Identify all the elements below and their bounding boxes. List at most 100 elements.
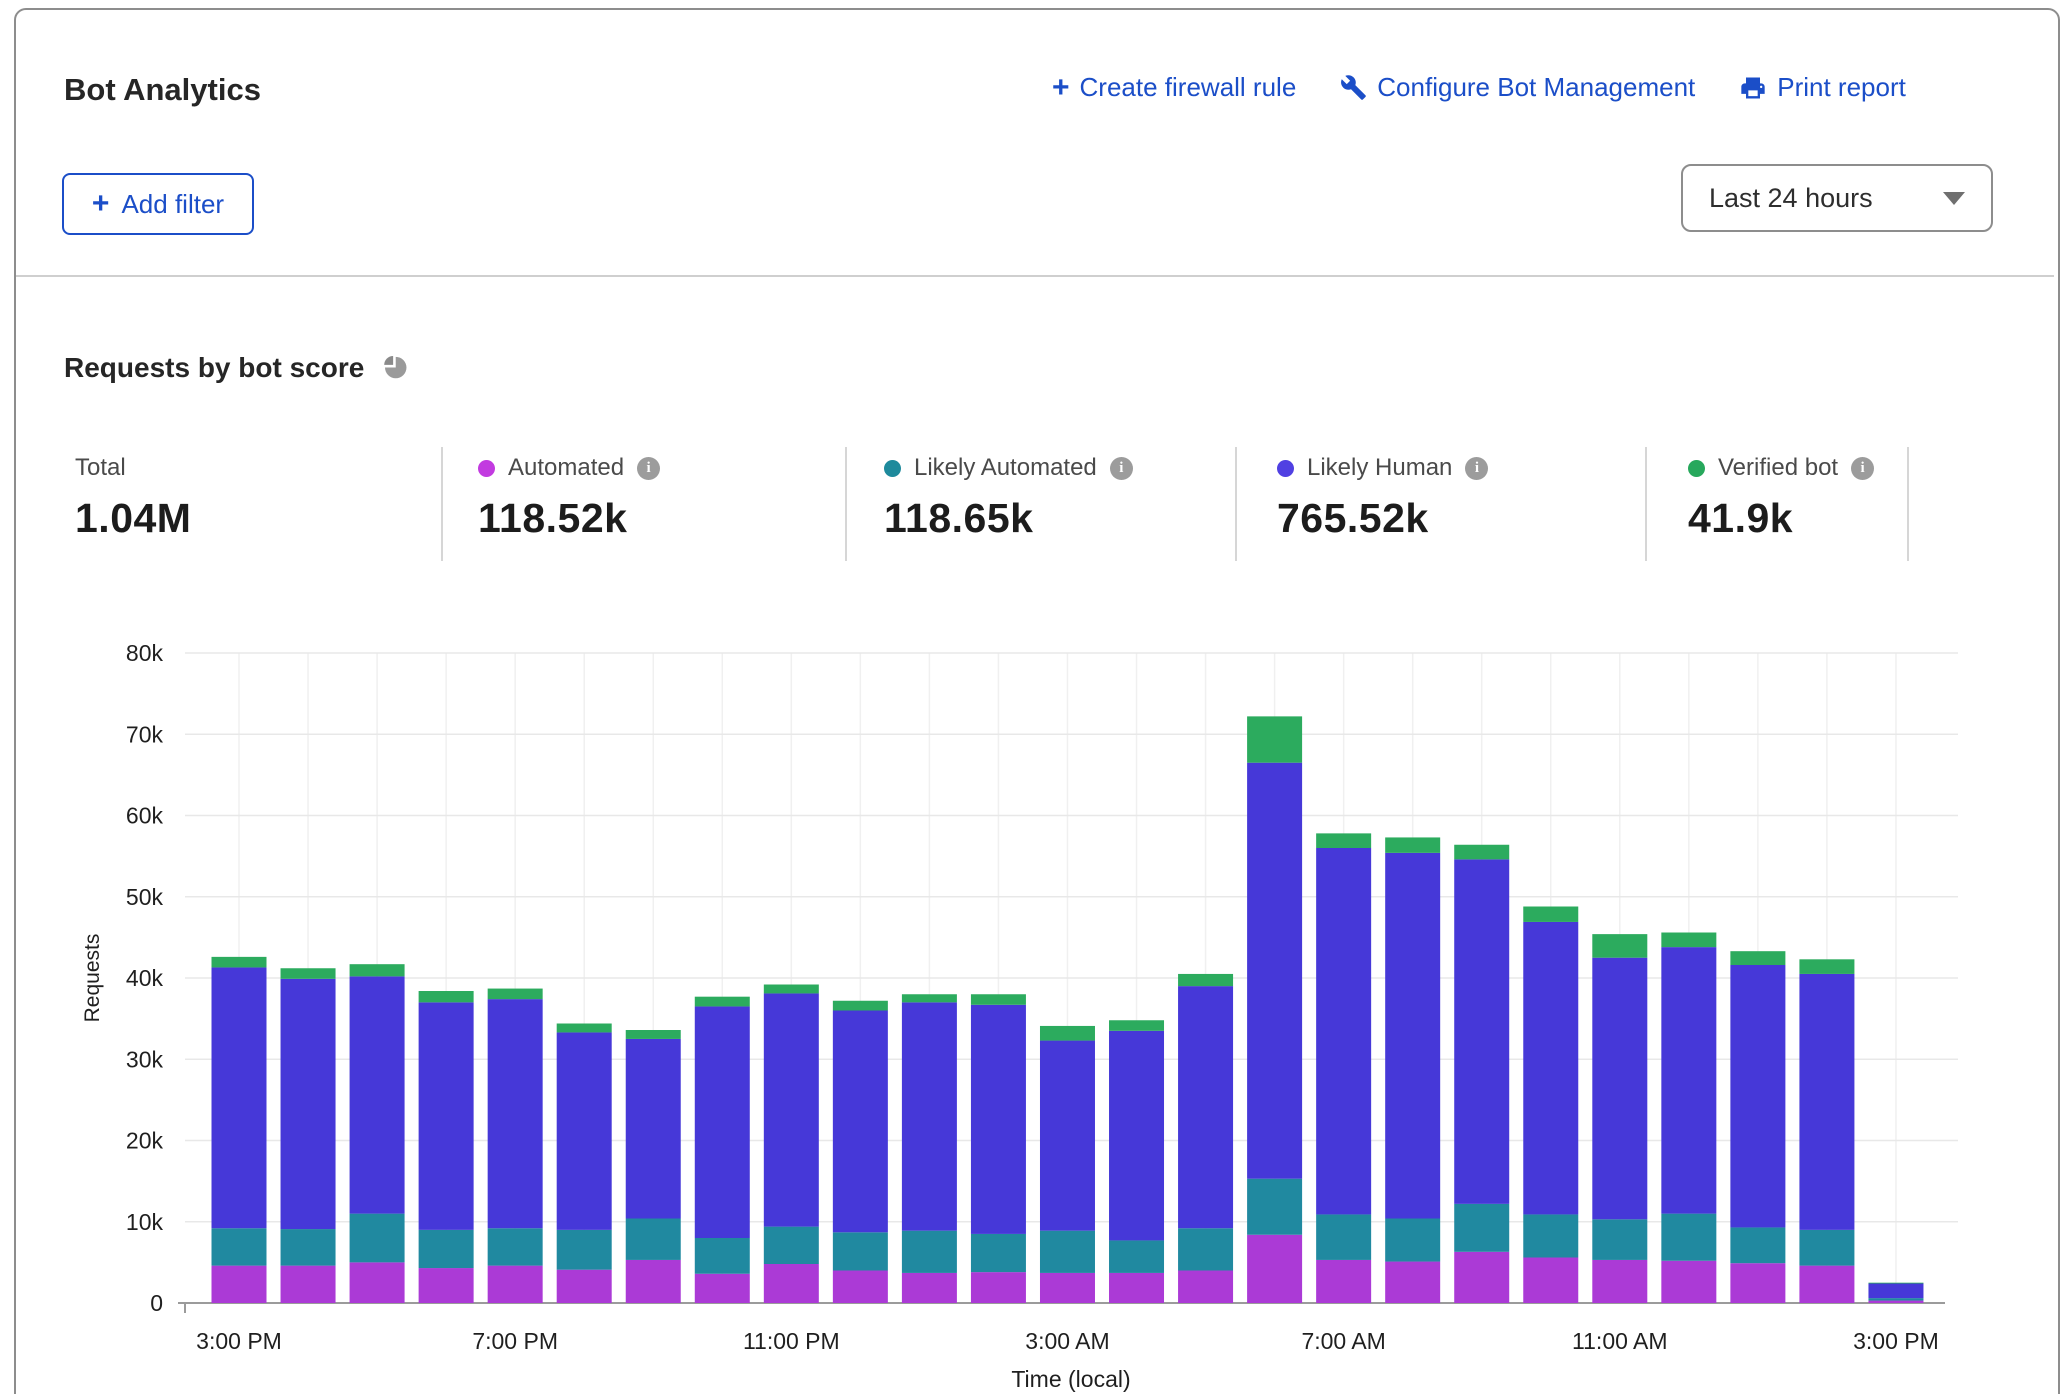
bar-segment-likely-automated[interactable] <box>695 1238 750 1274</box>
bar-segment-likely-automated[interactable] <box>1178 1228 1233 1270</box>
bar-segment-verified-bot[interactable] <box>212 957 267 968</box>
bar-segment-automated[interactable] <box>1178 1271 1233 1304</box>
bar-segment-likely-automated[interactable] <box>350 1214 405 1263</box>
bar-segment-likely-human[interactable] <box>1178 986 1233 1228</box>
bar-segment-automated[interactable] <box>764 1264 819 1303</box>
bar-segment-likely-human[interactable] <box>902 1002 957 1230</box>
bar-segment-automated[interactable] <box>281 1266 336 1303</box>
bar-segment-verified-bot[interactable] <box>557 1024 612 1033</box>
bar-segment-likely-human[interactable] <box>1730 965 1785 1227</box>
bar-segment-verified-bot[interactable] <box>971 994 1026 1005</box>
bar-segment-automated[interactable] <box>626 1260 681 1303</box>
bar-segment-likely-human[interactable] <box>971 1005 1026 1234</box>
info-icon[interactable]: i <box>1851 457 1874 480</box>
bar-segment-likely-human[interactable] <box>1454 859 1509 1204</box>
bar-segment-automated[interactable] <box>1385 1262 1440 1303</box>
bar-segment-verified-bot[interactable] <box>1868 1283 1923 1284</box>
bar-segment-verified-bot[interactable] <box>419 991 474 1002</box>
bar-segment-automated[interactable] <box>350 1262 405 1303</box>
bar-segment-automated[interactable] <box>971 1272 1026 1303</box>
bar-segment-verified-bot[interactable] <box>1385 837 1440 852</box>
bar-segment-likely-automated[interactable] <box>1523 1214 1578 1257</box>
bar-segment-likely-automated[interactable] <box>1247 1179 1302 1235</box>
bar-segment-likely-human[interactable] <box>833 1011 888 1233</box>
bar-segment-verified-bot[interactable] <box>350 964 405 976</box>
bar-segment-likely-human[interactable] <box>695 1006 750 1238</box>
bar-segment-likely-human[interactable] <box>1247 763 1302 1179</box>
bar-segment-automated[interactable] <box>1454 1252 1509 1303</box>
bar-segment-verified-bot[interactable] <box>281 968 336 979</box>
bar-segment-likely-human[interactable] <box>764 993 819 1226</box>
bar-segment-verified-bot[interactable] <box>1799 959 1854 974</box>
bar-segment-likely-automated[interactable] <box>1592 1219 1647 1260</box>
bar-segment-verified-bot[interactable] <box>1523 907 1578 922</box>
bar-segment-automated[interactable] <box>1247 1235 1302 1303</box>
bar-segment-verified-bot[interactable] <box>1178 974 1233 986</box>
bar-segment-likely-automated[interactable] <box>281 1229 336 1266</box>
bar-segment-automated[interactable] <box>1868 1301 1923 1303</box>
bar-segment-likely-automated[interactable] <box>212 1228 267 1265</box>
bar-segment-automated[interactable] <box>419 1268 474 1303</box>
bar-segment-likely-human[interactable] <box>212 967 267 1228</box>
bar-segment-likely-automated[interactable] <box>1316 1214 1371 1260</box>
bar-segment-verified-bot[interactable] <box>833 1001 888 1011</box>
bar-segment-likely-human[interactable] <box>1385 853 1440 1219</box>
info-icon[interactable]: i <box>637 457 660 480</box>
bar-segment-verified-bot[interactable] <box>626 1030 681 1039</box>
bar-segment-likely-human[interactable] <box>1799 974 1854 1230</box>
bar-segment-automated[interactable] <box>1799 1266 1854 1303</box>
bar-segment-automated[interactable] <box>1040 1273 1095 1303</box>
bar-segment-likely-human[interactable] <box>1868 1284 1923 1299</box>
bar-segment-likely-human[interactable] <box>1316 848 1371 1214</box>
bar-segment-automated[interactable] <box>488 1266 543 1303</box>
bar-segment-verified-bot[interactable] <box>1247 716 1302 762</box>
bar-segment-verified-bot[interactable] <box>1040 1026 1095 1041</box>
bar-segment-likely-human[interactable] <box>557 1032 612 1229</box>
bar-segment-likely-automated[interactable] <box>971 1234 1026 1272</box>
bar-segment-likely-automated[interactable] <box>1661 1214 1716 1261</box>
bar-segment-verified-bot[interactable] <box>1454 845 1509 860</box>
bar-segment-likely-automated[interactable] <box>1799 1230 1854 1266</box>
create-firewall-rule-link[interactable]: + Create firewall rule <box>1052 72 1296 103</box>
bar-segment-verified-bot[interactable] <box>1661 933 1716 948</box>
bar-segment-verified-bot[interactable] <box>1592 934 1647 958</box>
bar-segment-likely-automated[interactable] <box>833 1232 888 1270</box>
bar-segment-likely-human[interactable] <box>488 999 543 1228</box>
bar-segment-likely-human[interactable] <box>1523 922 1578 1215</box>
info-icon[interactable]: i <box>1465 457 1488 480</box>
bar-segment-verified-bot[interactable] <box>1730 951 1785 965</box>
bar-segment-likely-automated[interactable] <box>1385 1219 1440 1262</box>
bar-segment-likely-human[interactable] <box>350 976 405 1213</box>
add-filter-button[interactable]: + Add filter <box>62 173 254 235</box>
bar-segment-likely-human[interactable] <box>1592 958 1647 1220</box>
bar-segment-automated[interactable] <box>1316 1260 1371 1303</box>
bar-segment-automated[interactable] <box>557 1270 612 1303</box>
bar-segment-likely-automated[interactable] <box>419 1230 474 1268</box>
bar-segment-likely-automated[interactable] <box>1109 1240 1164 1273</box>
bar-segment-verified-bot[interactable] <box>902 994 957 1002</box>
bar-segment-likely-automated[interactable] <box>1868 1298 1923 1300</box>
bar-segment-likely-human[interactable] <box>281 979 336 1229</box>
bar-segment-likely-human[interactable] <box>419 1002 474 1230</box>
bar-segment-automated[interactable] <box>1661 1261 1716 1303</box>
bar-segment-verified-bot[interactable] <box>488 989 543 1000</box>
info-icon[interactable]: i <box>1110 457 1133 480</box>
bar-segment-likely-human[interactable] <box>1040 1041 1095 1231</box>
bar-segment-likely-automated[interactable] <box>1730 1227 1785 1263</box>
bar-segment-automated[interactable] <box>833 1271 888 1304</box>
bar-segment-automated[interactable] <box>902 1273 957 1303</box>
bar-segment-verified-bot[interactable] <box>764 985 819 994</box>
bar-segment-likely-automated[interactable] <box>1454 1204 1509 1252</box>
bar-segment-likely-automated[interactable] <box>764 1227 819 1264</box>
bar-segment-likely-automated[interactable] <box>488 1228 543 1265</box>
bar-segment-automated[interactable] <box>1592 1260 1647 1303</box>
bar-segment-verified-bot[interactable] <box>1109 1020 1164 1031</box>
bar-segment-automated[interactable] <box>695 1274 750 1303</box>
bar-segment-likely-human[interactable] <box>626 1039 681 1219</box>
bar-segment-verified-bot[interactable] <box>1316 833 1371 848</box>
time-range-select[interactable]: Last 24 hours <box>1681 164 1993 232</box>
bar-segment-likely-human[interactable] <box>1109 1031 1164 1241</box>
bar-segment-likely-automated[interactable] <box>557 1230 612 1270</box>
bar-segment-automated[interactable] <box>1730 1263 1785 1303</box>
bar-segment-likely-human[interactable] <box>1661 947 1716 1214</box>
